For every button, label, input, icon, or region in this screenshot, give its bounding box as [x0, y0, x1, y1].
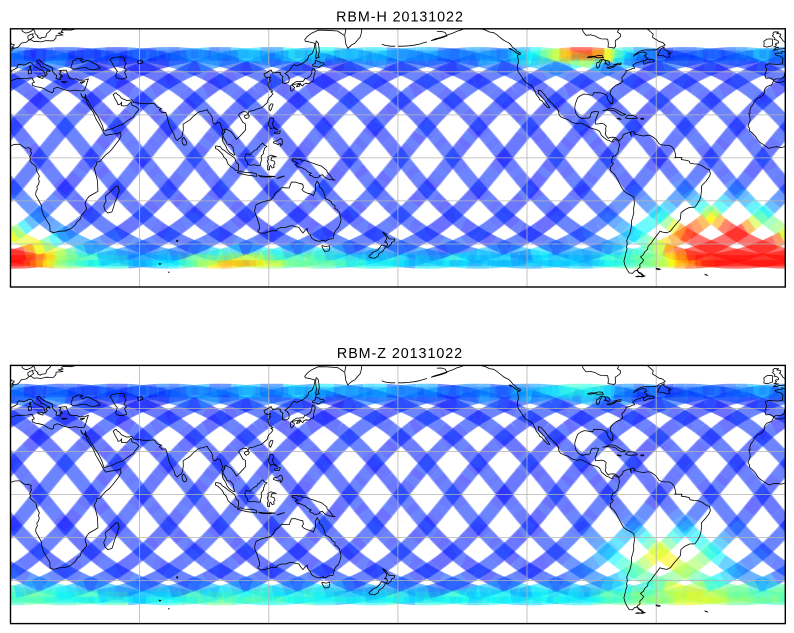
svg-text:RBM-H 20131022: RBM-H 20131022	[336, 10, 464, 26]
svg-text:RBM-Z 20131022: RBM-Z 20131022	[337, 346, 463, 362]
